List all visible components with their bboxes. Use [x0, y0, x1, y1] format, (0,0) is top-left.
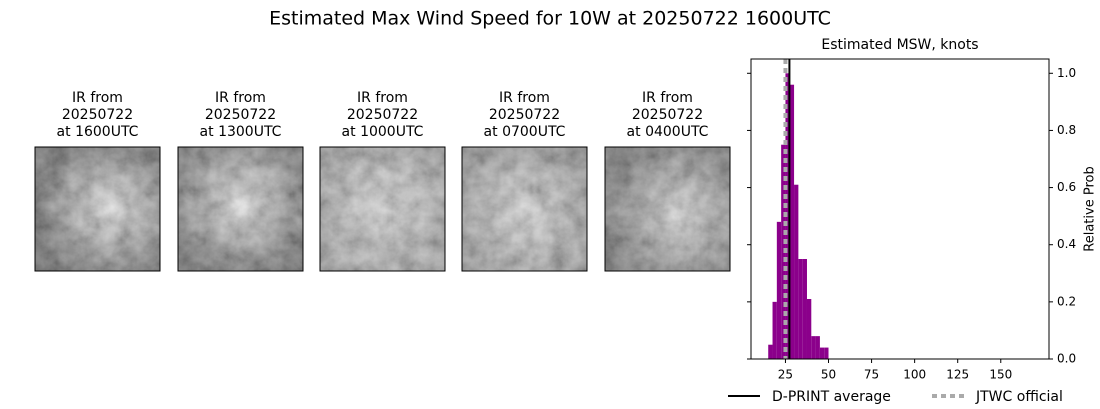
chart-title: Estimated MSW, knots: [821, 37, 978, 53]
y-tick-label: 0.0: [1057, 352, 1076, 366]
panel-label: IR from: [215, 90, 266, 106]
image-frame: [319, 146, 446, 272]
y-tick-label: 0.6: [1057, 180, 1076, 194]
bar: [785, 73, 790, 360]
panel-label: at 0400UTC: [627, 124, 709, 140]
panel-label: IR from: [642, 90, 693, 106]
ir-texture: [605, 147, 730, 271]
ir-texture: [178, 147, 303, 271]
ir-texture: [462, 147, 587, 271]
bar: [776, 221, 782, 359]
y-tick-label: 0.4: [1057, 237, 1076, 251]
image-frame: [604, 146, 731, 272]
bar: [806, 299, 812, 359]
x-tick-label: 100: [903, 368, 926, 382]
bar: [798, 259, 803, 359]
x-tick-label: 50: [821, 368, 836, 382]
panel-label: at 1600UTC: [57, 124, 139, 140]
y-tick-label: 1.0: [1057, 66, 1076, 80]
image-frame: [461, 146, 588, 272]
panel-label: IR from: [499, 90, 550, 106]
legend-label: D-PRINT average: [772, 389, 891, 405]
bar: [811, 336, 816, 359]
x-tick-label: 25: [778, 368, 793, 382]
image-frame: [34, 146, 161, 272]
panel-label: at 0700UTC: [484, 124, 566, 140]
bar: [772, 301, 777, 359]
panel-label: 20250722: [205, 107, 276, 123]
ir-texture: [320, 147, 445, 271]
y-tick-label: 0.2: [1057, 294, 1076, 308]
bar: [802, 259, 807, 359]
panel-label: 20250722: [632, 107, 703, 123]
panel-label: 20250722: [489, 107, 560, 123]
image-frame: [177, 146, 304, 272]
bar: [781, 144, 786, 359]
bar: [824, 347, 829, 359]
plot-frame: [750, 58, 1050, 360]
bar: [794, 184, 799, 359]
panel-label: at 1000UTC: [342, 124, 424, 140]
bar: [768, 344, 773, 359]
y-axis-label: Relative Prob: [1083, 166, 1098, 251]
bar: [819, 347, 825, 359]
ir-texture: [35, 147, 160, 271]
figure-title: Estimated Max Wind Speed for 10W at 2025…: [269, 8, 831, 30]
panel-label: IR from: [357, 90, 408, 106]
panel-label: 20250722: [347, 107, 418, 123]
panel-label: 20250722: [62, 107, 133, 123]
x-tick-label: 75: [864, 368, 879, 382]
bar: [789, 84, 795, 359]
panel-label: IR from: [72, 90, 123, 106]
bar: [815, 336, 820, 359]
panel-label: at 1300UTC: [200, 124, 282, 140]
x-tick-label: 150: [989, 368, 1012, 382]
x-tick-label: 125: [946, 368, 969, 382]
y-tick-label: 0.8: [1057, 123, 1076, 137]
legend-label: JTWC official: [975, 389, 1063, 405]
histogram-chart: Estimated MSW, knots 25 50 75 100 125 150 0.0 0.…: [728, 37, 1098, 405]
